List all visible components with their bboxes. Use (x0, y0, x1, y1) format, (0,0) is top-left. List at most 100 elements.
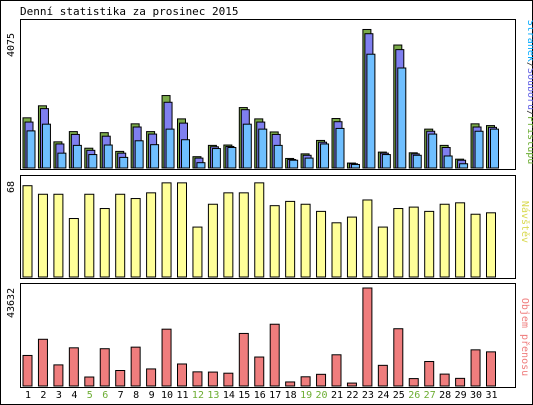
bar-stranek-day-6 (103, 144, 113, 169)
day-label-10: 10 (161, 390, 173, 401)
bar-stranek-day-17 (273, 144, 283, 169)
day-label-19: 19 (300, 390, 312, 401)
panel-frame (20, 283, 516, 388)
bar-navstev-day-25 (393, 208, 404, 278)
bar-stranek-day-10 (165, 128, 175, 169)
bar-stranek-day-31 (490, 128, 499, 169)
hits-panel-max-label: 4075 (6, 33, 17, 57)
bar-objem-prenosu-day-29 (455, 377, 466, 387)
bar-stranek-day-7 (119, 156, 129, 169)
legend-separator-1: / (525, 62, 533, 68)
bar-stranek-day-26 (412, 154, 422, 169)
day-label-5: 5 (87, 390, 93, 401)
day-label-29: 29 (455, 390, 467, 401)
bar-navstev-day-23 (362, 199, 373, 278)
bar-objem-prenosu-day-7 (115, 370, 126, 387)
day-label-27: 27 (424, 390, 436, 401)
bar-stranek-day-27 (428, 133, 438, 169)
day-label-16: 16 (254, 390, 266, 401)
hits-panel-legend: Stránek/Souborů/Přístupů (525, 20, 533, 165)
bar-objem-prenosu-day-18 (285, 381, 296, 387)
day-label-11: 11 (176, 390, 188, 401)
bar-stranek-day-11 (181, 139, 190, 169)
visits-panel-max-label: 68 (6, 181, 17, 193)
day-label-3: 3 (56, 390, 62, 401)
bar-objem-prenosu-day-2 (37, 338, 48, 387)
bar-stranek-day-14 (227, 147, 237, 169)
bar-stranek-day-24 (381, 154, 391, 169)
bar-objem-prenosu-day-11 (177, 363, 187, 387)
bar-objem-prenosu-day-27 (424, 361, 435, 387)
bar-navstev-day-31 (486, 212, 496, 278)
bar-stranek-day-4 (72, 144, 82, 169)
bar-stranek-day-29 (459, 163, 469, 169)
bar-stranek-day-15 (242, 123, 252, 169)
day-label-23: 23 (362, 390, 374, 401)
bar-stranek-day-3 (57, 152, 67, 169)
bar-objem-prenosu-day-9 (146, 368, 157, 387)
day-label-28: 28 (439, 390, 451, 401)
chart-title: Denní statistika za prosinec 2015 (20, 5, 239, 18)
day-label-25: 25 (393, 390, 405, 401)
bar-objem-prenosu-day-19 (300, 376, 311, 387)
bar-stranek-day-1 (26, 130, 36, 169)
bar-navstev-day-15 (238, 192, 249, 278)
day-label-13: 13 (207, 390, 219, 401)
day-label-2: 2 (40, 390, 46, 401)
bar-objem-prenosu-day-1 (22, 354, 33, 387)
day-label-24: 24 (377, 390, 389, 401)
bar-objem-prenosu-day-10 (161, 328, 172, 387)
bar-navstev-day-29 (455, 202, 466, 278)
day-label-14: 14 (223, 390, 235, 401)
bar-stranek-day-18 (289, 159, 299, 169)
bar-objem-prenosu-day-23 (362, 287, 373, 387)
bar-navstev-day-14 (223, 192, 234, 278)
day-label-1: 1 (25, 390, 31, 401)
bar-stranek-day-23 (366, 53, 376, 169)
legend-pages-label: Stránek (525, 20, 533, 62)
bar-navstev-day-3 (53, 193, 64, 278)
bar-navstev-day-8 (130, 198, 141, 278)
day-label-12: 12 (192, 390, 204, 401)
day-label-9: 9 (149, 390, 155, 401)
day-label-8: 8 (133, 390, 139, 401)
bar-stranek-day-22 (350, 163, 360, 169)
day-label-15: 15 (238, 390, 250, 401)
day-label-17: 17 (269, 390, 281, 401)
bar-stranek-day-30 (474, 130, 484, 169)
bar-navstev-day-19 (300, 203, 311, 278)
bar-navstev-day-1 (22, 185, 33, 278)
bar-objem-prenosu-day-24 (377, 364, 388, 387)
legend-files-label: Souborů (525, 68, 533, 110)
day-axis-labels: 1 2 3 4 5 6 7 8 9 10 11 12 13 14 15 16 17 18 19 20 21 22 23 24 2… (25, 390, 498, 401)
bar-stranek-day-5 (88, 154, 98, 169)
bar-objem-prenosu-day-12 (192, 371, 203, 387)
bar-navstev-day-30 (470, 213, 481, 278)
bar-stranek-day-8 (134, 140, 144, 169)
bar-stranek-day-16 (258, 128, 268, 169)
visits-panel-legend: Návštěv (519, 201, 531, 243)
bar-navstev-day-10 (161, 182, 172, 278)
bar-navstev-day-6 (99, 208, 110, 278)
bar-navstev-day-17 (269, 205, 280, 278)
bar-objem-prenosu-day-13 (207, 371, 218, 387)
bar-navstev-day-27 (424, 210, 435, 278)
bar-navstev-day-13 (207, 203, 218, 278)
bar-stranek-day-20 (320, 143, 330, 169)
bar-stranek-day-25 (397, 67, 407, 169)
bar-objem-prenosu-day-26 (408, 378, 419, 387)
bar-stranek-day-13 (211, 148, 221, 169)
bar-navstev-day-4 (68, 218, 79, 278)
bar-objem-prenosu-day-30 (470, 349, 481, 387)
day-label-7: 7 (118, 390, 124, 401)
bar-navstev-day-28 (439, 203, 450, 278)
bar-stranek-day-12 (196, 162, 206, 169)
bar-objem-prenosu-day-31 (486, 351, 496, 387)
bar-objem-prenosu-day-3 (53, 364, 64, 387)
day-label-6: 6 (102, 390, 108, 401)
volume-panel-legend: Objem přenosu (519, 298, 531, 376)
hits-files-pages-panel: 4075 Stránek/Souborů/Přístupů (6, 19, 533, 170)
bar-navstev-day-22 (346, 216, 357, 278)
bar-navstev-day-2 (37, 193, 48, 278)
visits-panel: 68 Návštěv (6, 175, 531, 279)
